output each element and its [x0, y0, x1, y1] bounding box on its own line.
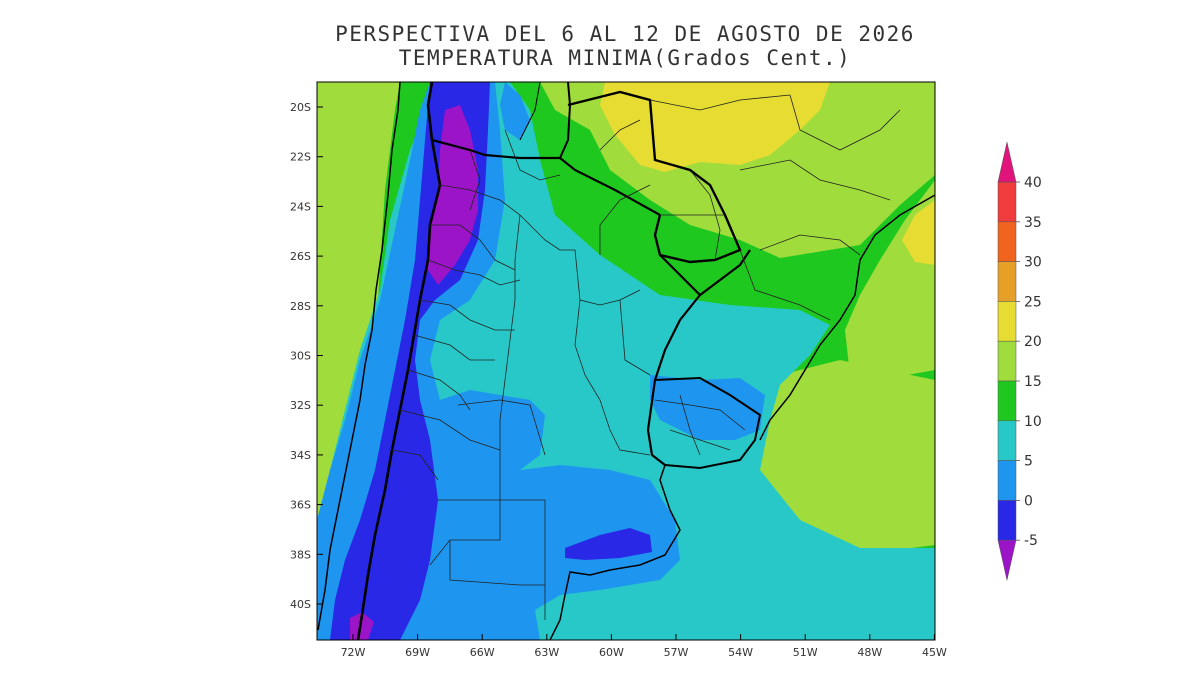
band-0-5-uruguay	[650, 375, 765, 440]
legend-swatch	[997, 340, 1017, 382]
lon-label: 54W	[728, 646, 753, 659]
band-0-5-north	[500, 82, 530, 140]
lon-label: 72W	[341, 646, 366, 659]
legend-swatch	[997, 181, 1017, 223]
lat-label: 26S	[290, 250, 311, 263]
lat-label: 28S	[290, 300, 311, 313]
legend-swatch	[997, 460, 1017, 501]
legend-label: 15	[1024, 374, 1042, 390]
legend-swatch	[997, 261, 1017, 302]
legend-label: 20	[1024, 334, 1042, 350]
lat-label: 38S	[290, 548, 311, 561]
lon-label: 48W	[857, 646, 882, 659]
legend-label: 0	[1024, 493, 1033, 509]
lat-label: 30S	[290, 350, 311, 363]
legend-swatch	[997, 221, 1017, 262]
legend-label: 30	[1024, 255, 1042, 271]
legend-above-arrow	[997, 141, 1017, 183]
band-20-25-coast	[902, 200, 935, 265]
band-minus5-0-coast	[565, 528, 652, 560]
legend-label: 10	[1024, 414, 1042, 430]
lat-label: 36S	[290, 499, 311, 512]
lat-label: 20S	[290, 101, 311, 114]
plot-frame	[316, 81, 936, 641]
legend-swatch	[997, 301, 1017, 342]
lon-label: 45W	[922, 646, 947, 659]
map-title-line1: PERSPECTIVA DEL 6 AL 12 DE AGOSTO DE 202…	[335, 22, 915, 46]
lon-label: 51W	[793, 646, 818, 659]
legend-label: 25	[1024, 294, 1042, 310]
legend-label: 5	[1024, 454, 1033, 470]
legend-swatch	[997, 420, 1017, 461]
lon-label: 60W	[599, 646, 624, 659]
map-title-line2: TEMPERATURA MINIMA(Grados Cent.)	[398, 46, 852, 70]
lat-label: 40S	[290, 598, 311, 611]
legend-swatch	[997, 500, 1017, 541]
latitude-axis: 20S 22S 24S 26S 28S 30S 32S 34S 36S 38S 40S	[290, 101, 323, 611]
legend-label: -5	[1024, 533, 1038, 549]
lon-label: 57W	[664, 646, 689, 659]
lat-label: 24S	[290, 200, 311, 213]
lon-label: 66W	[470, 646, 495, 659]
band-20-25-north	[600, 82, 830, 172]
color-legend: 40 35 30 25 20 15 10 5 0 -5	[997, 141, 1042, 581]
legend-below-arrow	[997, 539, 1017, 581]
legend-label: 35	[1024, 215, 1042, 231]
legend-swatch	[997, 380, 1017, 422]
lat-label: 22S	[290, 151, 311, 164]
lat-label: 32S	[290, 399, 311, 412]
legend-label: 40	[1024, 175, 1042, 191]
band-15-20-south-atlantic	[752, 360, 935, 552]
lat-label: 34S	[290, 449, 311, 462]
band-below-minus5-south	[350, 612, 374, 640]
lon-label: 63W	[534, 646, 559, 659]
band-below-minus5-puna	[428, 105, 478, 285]
provinces	[391, 94, 901, 620]
lon-label: 69W	[405, 646, 430, 659]
longitude-axis: 72W 69W 66W 63W 60W 57W 54W 51W 48W 45W	[341, 634, 947, 659]
